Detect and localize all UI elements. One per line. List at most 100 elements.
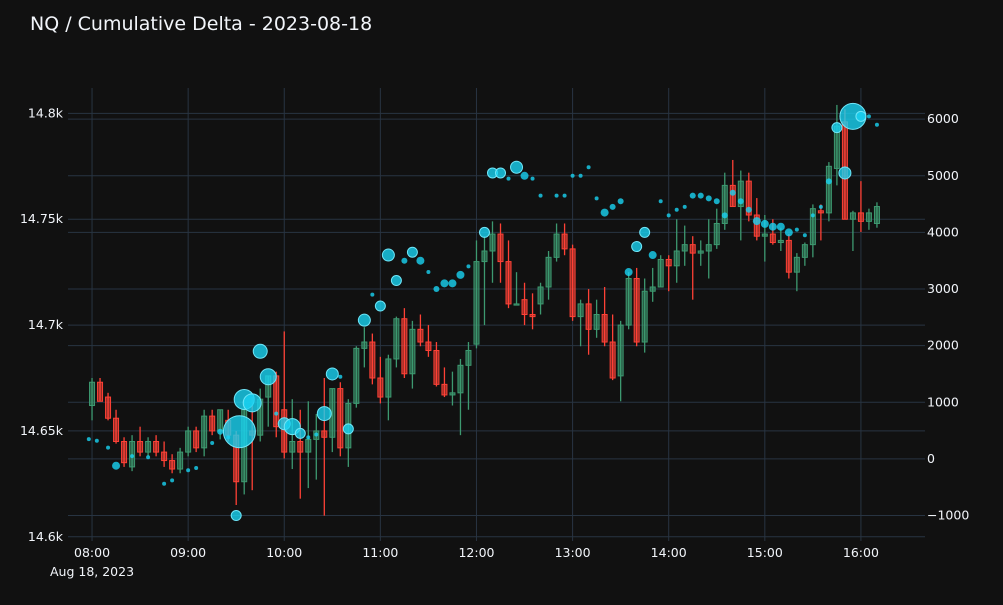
candle-body	[713, 222, 720, 246]
candle-body	[473, 261, 480, 345]
delta-bubble	[624, 268, 633, 277]
candle-body	[385, 358, 392, 398]
axes-layer: 08:00 09:00 10:00 11:00 12:00 13:00 14:00 15:00…	[20, 105, 969, 579]
candle-body	[585, 303, 592, 330]
y-left-tick-label: 14.8k	[28, 105, 64, 120]
candle-body	[745, 180, 752, 216]
y-left-tick-label: 14.6k	[28, 529, 64, 544]
candle-body	[393, 318, 400, 360]
delta-bubble	[210, 441, 215, 446]
candle-body	[353, 347, 360, 404]
delta-bubble	[705, 195, 712, 202]
candle-body	[297, 441, 304, 453]
delta-bubble	[600, 208, 609, 217]
candle-body	[817, 210, 824, 214]
candle-body	[273, 375, 280, 428]
delta-bubble	[689, 192, 696, 199]
delta-bubble	[697, 192, 704, 199]
candle-body	[769, 233, 776, 244]
delta-bubble	[316, 406, 332, 422]
delta-bubble	[570, 173, 575, 178]
candle-body	[721, 184, 728, 224]
candle-body	[665, 258, 672, 267]
delta-bubble	[274, 411, 279, 416]
y-right-tick-label: 0	[927, 451, 935, 466]
candle-body	[137, 441, 144, 453]
candle-body	[465, 349, 472, 366]
candle-body	[641, 290, 648, 343]
candles-layer	[89, 104, 880, 516]
delta-bubble	[682, 204, 687, 209]
delta-bubble	[230, 510, 242, 522]
delta-bubble	[609, 203, 616, 210]
delta-bubble	[381, 248, 395, 262]
x-tick-label: 08:00	[74, 545, 110, 560]
candle-body	[609, 341, 616, 379]
x-tick-label: 10:00	[266, 545, 302, 560]
candle-body	[305, 438, 312, 453]
y-left-tick-label: 14.75k	[20, 211, 64, 226]
delta-bubble	[729, 189, 736, 196]
candle-body	[105, 396, 112, 419]
candle-body	[729, 184, 736, 208]
candle-body	[145, 441, 152, 453]
candle-body	[601, 314, 608, 343]
delta-bubble	[562, 193, 567, 198]
delta-bubble	[478, 226, 490, 238]
delta-bubble	[794, 227, 799, 232]
candle-body	[689, 244, 696, 254]
candle-body	[401, 318, 408, 375]
candle-body	[513, 303, 520, 306]
candle-body	[873, 206, 880, 224]
delta-bubble	[745, 206, 752, 213]
delta-bubble	[586, 165, 591, 170]
delta-bubble	[86, 437, 91, 442]
delta-bubble	[306, 435, 311, 440]
candle-body	[537, 286, 544, 305]
x-tick-label: 12:00	[458, 545, 494, 560]
delta-bubble	[617, 198, 624, 205]
delta-bubble	[259, 368, 277, 386]
delta-bubbles-layer	[86, 102, 879, 522]
candle-body	[89, 381, 96, 407]
candle-body	[497, 233, 504, 263]
candle-body	[681, 244, 688, 252]
delta-bubble	[713, 198, 720, 205]
candle-body	[561, 233, 568, 250]
candle-body	[505, 261, 512, 305]
delta-bubble	[338, 374, 343, 379]
candle-body	[337, 388, 344, 449]
grid-lines	[68, 88, 925, 541]
y-right-tick-label: 2000	[927, 338, 959, 353]
delta-bubble	[186, 468, 191, 473]
delta-bubble	[520, 171, 529, 180]
delta-bubble	[94, 438, 99, 443]
candle-body	[481, 250, 488, 263]
candle-body	[857, 212, 864, 222]
candle-body	[553, 233, 560, 258]
candle-body	[569, 248, 576, 318]
delta-bubble	[825, 178, 832, 185]
candle-body	[777, 239, 784, 244]
candle-body	[697, 250, 704, 254]
y-right-tick-label: 3000	[927, 281, 959, 296]
delta-bubble	[495, 167, 507, 179]
candle-body	[169, 460, 176, 470]
delta-bubble	[802, 233, 807, 238]
y-right-tick-label: 6000	[927, 111, 959, 126]
delta-bubble	[112, 461, 121, 470]
delta-bubble	[818, 204, 823, 209]
delta-bubble	[252, 343, 268, 359]
delta-bubble	[639, 226, 651, 238]
candle-body	[361, 341, 368, 349]
x-tick-label: 14:00	[651, 545, 687, 560]
candle-body	[849, 212, 856, 220]
delta-bubble	[866, 114, 871, 119]
delta-bubble	[838, 166, 852, 180]
candle-body	[177, 451, 184, 470]
delta-bubble	[831, 122, 843, 134]
delta-bubble	[648, 251, 657, 260]
delta-bubble	[510, 160, 524, 174]
candle-body	[201, 415, 208, 449]
